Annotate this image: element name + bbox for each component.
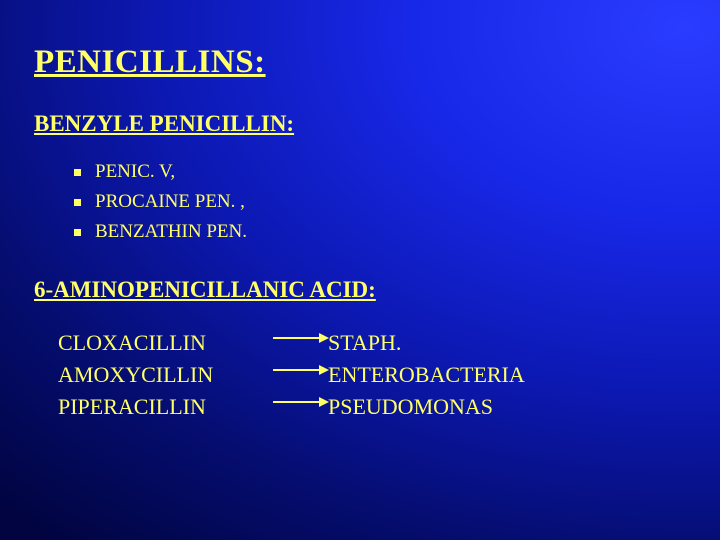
bullet-item: BENZATHIN PEN. <box>74 221 686 243</box>
square-bullet-icon <box>74 169 81 176</box>
left-item: AMOXYCILLIN <box>58 359 288 391</box>
arrow-icon <box>273 331 331 350</box>
bullet-item: PENIC. V, <box>74 161 686 183</box>
bullet-text: BENZATHIN PEN. <box>95 221 247 243</box>
left-column: CLOXACILLIN AMOXYCILLIN PIPERACILLIN <box>58 327 288 423</box>
left-item: CLOXACILLIN <box>58 327 288 359</box>
bullet-text: PROCAINE PEN. , <box>95 191 245 213</box>
section1-bullet-list: PENIC. V, PROCAINE PEN. , BENZATHIN PEN. <box>74 161 686 243</box>
slide: PENICILLINS: BENZYLE PENICILLIN: PENIC. … <box>0 0 720 540</box>
bullet-text: PENIC. V, <box>95 161 175 183</box>
arrow-icon <box>273 395 331 414</box>
left-item: PIPERACILLIN <box>58 391 288 423</box>
right-item: STAPH. <box>328 327 525 359</box>
section1-heading: BENZYLE PENICILLIN: <box>34 111 686 137</box>
right-item: ENTEROBACTERIA <box>328 359 525 391</box>
slide-title: PENICILLINS: <box>34 44 686 81</box>
two-column-mapping: CLOXACILLIN AMOXYCILLIN PIPERACILLIN STA… <box>58 327 686 423</box>
arrow-icon <box>273 363 331 382</box>
right-column: STAPH. ENTEROBACTERIA PSEUDOMONAS <box>328 327 525 423</box>
section2-heading: 6-AMINOPENICILLANIC ACID: <box>34 277 686 303</box>
square-bullet-icon <box>74 229 81 236</box>
arrow-group <box>273 331 331 427</box>
right-item: PSEUDOMONAS <box>328 391 525 423</box>
bullet-item: PROCAINE PEN. , <box>74 191 686 213</box>
square-bullet-icon <box>74 199 81 206</box>
